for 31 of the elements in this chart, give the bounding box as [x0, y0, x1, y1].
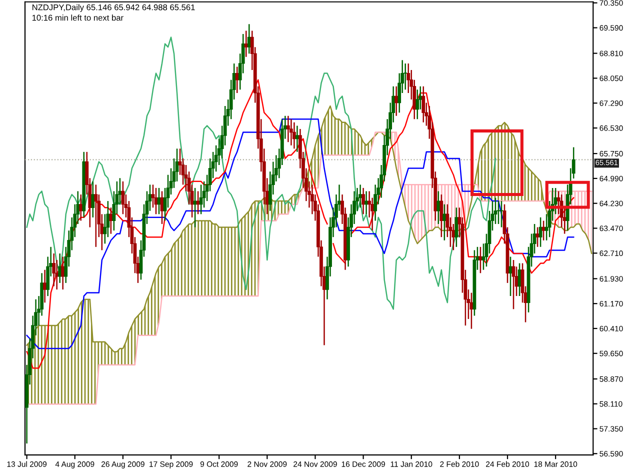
candlestick: [295, 125, 299, 153]
candlestick: [416, 89, 420, 120]
candlestick: [52, 252, 56, 287]
line-series: [26, 36, 496, 310]
candlestick: [244, 30, 248, 58]
candlestick: [196, 190, 200, 215]
candlestick: [193, 187, 197, 228]
candlestick: [440, 194, 444, 238]
candlestick: [362, 187, 365, 215]
chart-title: NZDJPY,Daily 65.146 65.942 64.988 65.561: [32, 4, 195, 12]
candlestick: [404, 62, 408, 90]
candlestick: [289, 118, 293, 146]
candlestick: [542, 220, 546, 241]
candlestick: [500, 200, 504, 228]
candlestick: [496, 200, 500, 225]
candlestick: [43, 269, 47, 304]
candlestick: [478, 246, 482, 274]
candlestick: [199, 184, 203, 215]
candlestick: [91, 180, 95, 218]
candlestick: [286, 115, 290, 143]
candlestick: [358, 184, 362, 208]
text: 10:16 min left to next bar: [32, 14, 124, 21]
candlestick: [536, 226, 540, 248]
candlestick: [94, 184, 98, 248]
candlestick: [470, 292, 474, 330]
candlestick: [364, 190, 368, 215]
candlestick: [422, 86, 426, 124]
candlestick: [454, 206, 458, 248]
candlestick: [508, 256, 512, 297]
candlestick: [121, 180, 125, 215]
candlestick: [292, 122, 296, 150]
